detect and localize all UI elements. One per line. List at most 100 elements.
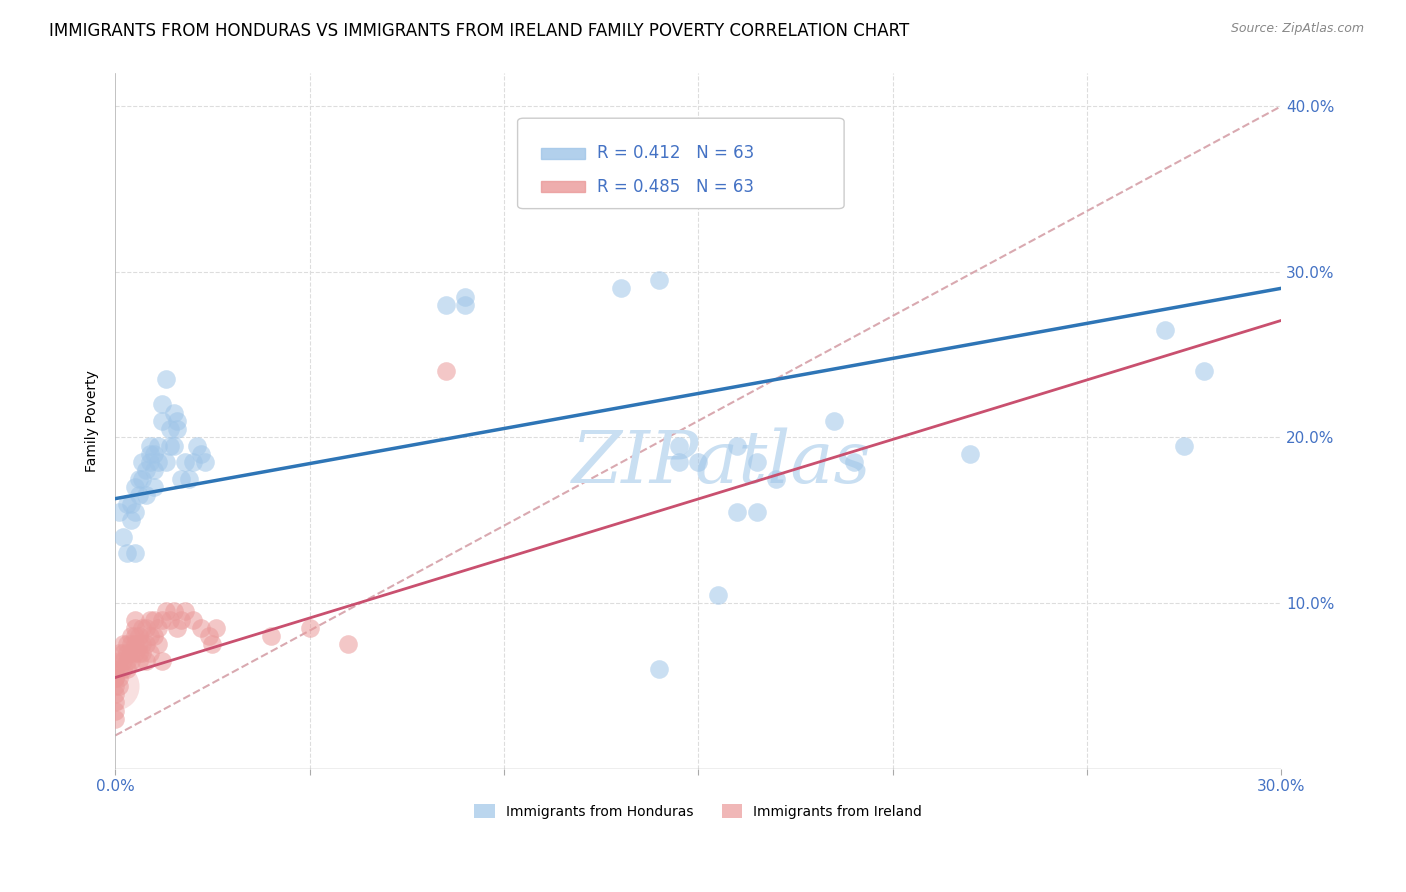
Point <box>551 132 574 146</box>
Point <box>120 497 142 511</box>
Point <box>609 281 631 295</box>
Point <box>139 613 162 627</box>
Point <box>155 372 177 386</box>
Point <box>115 646 138 660</box>
Point <box>648 662 671 676</box>
Text: R = 0.485   N = 63: R = 0.485 N = 63 <box>598 178 754 195</box>
Point <box>108 654 131 668</box>
Point <box>131 646 153 660</box>
Point <box>555 174 578 188</box>
Point <box>108 646 131 660</box>
Point <box>115 654 138 668</box>
Point <box>120 513 142 527</box>
Point <box>104 704 127 718</box>
Point <box>128 637 150 651</box>
Point <box>725 505 748 519</box>
Point <box>128 472 150 486</box>
Point <box>146 621 169 635</box>
Point <box>166 621 188 635</box>
Point <box>135 637 157 651</box>
Y-axis label: Family Poverty: Family Poverty <box>86 370 100 472</box>
Point <box>166 422 188 436</box>
Point <box>104 712 127 726</box>
Point <box>124 629 146 643</box>
Point <box>159 422 181 436</box>
Point <box>197 629 219 643</box>
Point <box>115 497 138 511</box>
FancyBboxPatch shape <box>517 119 844 209</box>
Point <box>725 439 748 453</box>
Point <box>959 447 981 461</box>
Point <box>128 646 150 660</box>
Text: Source: ZipAtlas.com: Source: ZipAtlas.com <box>1230 22 1364 36</box>
Point <box>162 405 184 419</box>
Point <box>454 298 477 312</box>
Point <box>115 637 138 651</box>
Point <box>205 621 228 635</box>
Point <box>174 455 197 469</box>
Point <box>146 439 169 453</box>
Point <box>201 637 224 651</box>
Point <box>124 637 146 651</box>
Point <box>146 455 169 469</box>
Point <box>1192 364 1215 378</box>
Point <box>108 671 131 685</box>
Point <box>146 637 169 651</box>
Point <box>150 613 173 627</box>
Point <box>150 654 173 668</box>
Point <box>143 613 166 627</box>
Point <box>1173 439 1195 453</box>
Point <box>170 613 193 627</box>
Point <box>842 455 865 469</box>
Point <box>112 654 135 668</box>
Point <box>115 662 138 676</box>
Point <box>124 480 146 494</box>
Point <box>115 546 138 560</box>
Point <box>337 637 360 651</box>
Point <box>104 687 127 701</box>
Point <box>143 629 166 643</box>
Point <box>120 654 142 668</box>
Point <box>454 289 477 303</box>
Point <box>104 679 127 693</box>
Point <box>104 671 127 685</box>
Point <box>1153 323 1175 337</box>
Point <box>143 463 166 477</box>
Point <box>434 298 457 312</box>
Point <box>181 455 204 469</box>
Point <box>124 546 146 560</box>
Point <box>128 654 150 668</box>
Point <box>131 621 153 635</box>
Point <box>104 695 127 709</box>
Point <box>260 629 283 643</box>
Point <box>162 604 184 618</box>
Point <box>166 414 188 428</box>
Point <box>124 646 146 660</box>
FancyBboxPatch shape <box>541 148 585 159</box>
Point <box>162 439 184 453</box>
Point <box>707 588 730 602</box>
Text: ZIPatlas: ZIPatlas <box>572 427 872 498</box>
Point <box>159 613 181 627</box>
Point <box>108 505 131 519</box>
Point <box>139 629 162 643</box>
Point <box>745 505 768 519</box>
Point <box>128 488 150 502</box>
Point <box>194 455 217 469</box>
Point <box>434 364 457 378</box>
Point <box>190 447 212 461</box>
Point <box>139 455 162 469</box>
Point <box>745 455 768 469</box>
Point <box>143 447 166 461</box>
Point <box>765 472 787 486</box>
Text: R = 0.412   N = 63: R = 0.412 N = 63 <box>598 145 754 162</box>
Point <box>135 621 157 635</box>
Point <box>104 662 127 676</box>
Point <box>186 439 208 453</box>
Text: IMMIGRANTS FROM HONDURAS VS IMMIGRANTS FROM IRELAND FAMILY POVERTY CORRELATION C: IMMIGRANTS FROM HONDURAS VS IMMIGRANTS F… <box>49 22 910 40</box>
Point <box>155 455 177 469</box>
Point <box>139 646 162 660</box>
Point <box>124 505 146 519</box>
Point <box>131 637 153 651</box>
Point <box>159 439 181 453</box>
